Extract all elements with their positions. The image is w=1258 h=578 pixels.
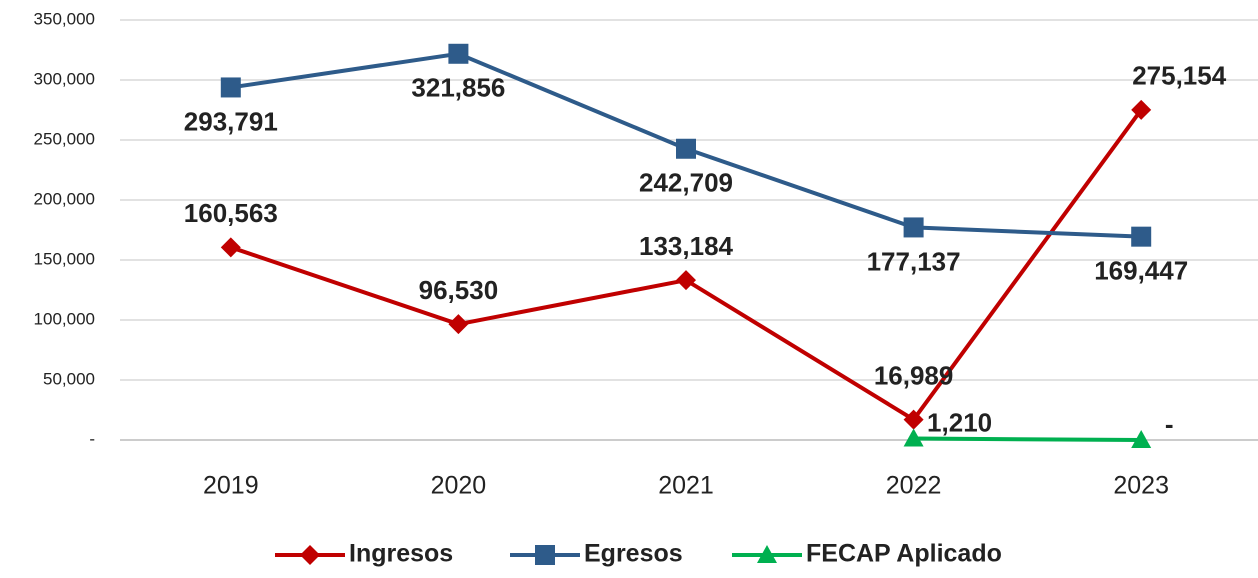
marker	[757, 545, 777, 563]
marker	[448, 314, 469, 335]
value-label: 169,447	[1094, 256, 1188, 286]
marker	[535, 545, 555, 565]
marker	[220, 237, 241, 258]
marker	[1131, 99, 1152, 120]
marker	[903, 428, 924, 447]
value-label: 321,856	[411, 73, 505, 103]
marker	[1131, 430, 1152, 448]
x-tick-label: 2022	[886, 472, 942, 500]
x-tick-label: 2021	[658, 472, 714, 500]
legend-label: FECAP Aplicado	[806, 540, 1002, 568]
value-label: -	[1165, 409, 1174, 439]
marker	[220, 77, 241, 98]
y-tick-label: 50,000	[43, 369, 95, 388]
marker	[1131, 226, 1152, 247]
value-label: 242,709	[639, 168, 733, 198]
value-label: 293,791	[184, 106, 278, 136]
y-tick-label: 100,000	[34, 309, 95, 328]
value-label: 133,184	[639, 231, 734, 261]
legend-label: Egresos	[584, 540, 683, 568]
value-label: 160,563	[184, 198, 278, 228]
y-tick-label: -	[89, 429, 95, 448]
value-label: 1,210	[927, 407, 992, 437]
marker	[676, 270, 696, 291]
value-label: 177,137	[867, 246, 961, 276]
value-label: 96,530	[419, 275, 499, 305]
series-line	[913, 436, 1142, 442]
y-tick-label: 150,000	[34, 249, 95, 268]
legend-label: Ingresos	[349, 540, 453, 568]
marker	[448, 43, 469, 64]
y-tick-label: 250,000	[34, 129, 95, 148]
y-tick-label: 200,000	[34, 189, 95, 208]
x-tick-label: 2020	[431, 472, 487, 500]
marker	[300, 545, 320, 565]
value-label: 16,989	[874, 360, 954, 390]
marker	[903, 409, 924, 430]
x-tick-label: 2023	[1113, 472, 1169, 500]
marker	[676, 138, 696, 159]
y-tick-label: 350,000	[34, 9, 95, 28]
x-tick-label: 2019	[203, 472, 259, 500]
value-label: 275,154	[1132, 61, 1227, 91]
y-tick-label: 300,000	[34, 69, 95, 88]
marker	[903, 217, 924, 238]
